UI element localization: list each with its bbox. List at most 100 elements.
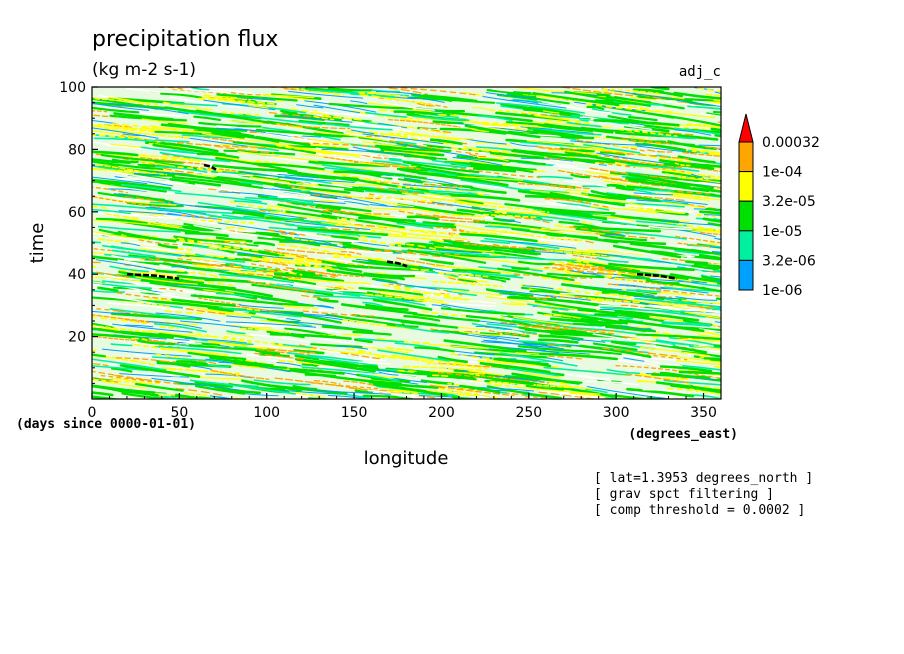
field-streak — [671, 298, 721, 305]
field-streak — [429, 138, 463, 146]
field-streak — [217, 172, 279, 178]
field-streak — [197, 97, 277, 105]
field-streak — [241, 379, 304, 391]
field-streak — [285, 223, 326, 229]
colorbar-segment — [738, 171, 754, 202]
field-streak — [402, 365, 486, 372]
field-streak — [108, 97, 151, 105]
field-streak — [176, 142, 269, 149]
field-streak — [249, 334, 310, 343]
field-streak — [189, 306, 250, 318]
field-streak — [664, 100, 696, 107]
field-streak — [596, 257, 629, 263]
field-streak — [671, 193, 721, 201]
field-streak — [457, 175, 523, 181]
field-streak — [354, 161, 405, 167]
field-streak — [288, 277, 371, 285]
field-streak — [675, 235, 721, 244]
field-streak — [345, 130, 406, 137]
field-streak — [232, 265, 303, 276]
field-streak — [148, 297, 227, 308]
y-tick-label: 60 — [68, 205, 86, 221]
field-streak — [212, 395, 236, 399]
field-streak — [577, 374, 597, 379]
field-streak — [92, 384, 156, 394]
field-streak — [447, 386, 535, 392]
field-streak — [119, 373, 190, 378]
field-streak — [365, 303, 409, 311]
field-streak — [626, 387, 695, 398]
field-streak — [674, 129, 712, 136]
field-streak — [517, 345, 594, 353]
field-streak — [438, 272, 490, 278]
field-streak — [395, 324, 450, 334]
colorbar-max-triangle — [738, 113, 754, 143]
field-streak — [580, 142, 604, 146]
field-streak — [135, 276, 198, 285]
field-streak — [354, 338, 373, 344]
field-streak — [386, 235, 441, 241]
field-streak — [248, 105, 269, 109]
field-streak — [715, 330, 721, 332]
field-streak — [432, 159, 471, 167]
field-streak — [442, 227, 466, 232]
field-streak — [524, 328, 580, 335]
field-streak — [564, 150, 655, 168]
field-streak — [392, 149, 445, 157]
field-streak — [321, 214, 405, 229]
field-streak — [452, 268, 501, 274]
field-streak — [234, 114, 322, 126]
field-streak — [529, 296, 550, 300]
field-streak — [458, 330, 504, 336]
field-streak — [604, 233, 626, 237]
field-streak — [138, 239, 180, 246]
field-streak — [536, 145, 578, 151]
field-streak — [717, 366, 721, 369]
field-streak — [92, 102, 149, 111]
field-streak — [209, 356, 274, 367]
field-streak — [333, 256, 387, 261]
field-streak — [481, 376, 534, 386]
field-streak — [691, 338, 721, 342]
field-streak — [95, 259, 156, 271]
field-streak — [407, 96, 445, 103]
field-streak — [534, 300, 597, 312]
field-streak — [322, 153, 361, 158]
field-streak — [453, 181, 505, 189]
field-streak — [195, 253, 246, 263]
field-streak — [107, 277, 195, 294]
field-streak — [226, 330, 246, 335]
field-streak — [709, 246, 721, 249]
field-streak — [153, 169, 217, 178]
field-streak — [599, 151, 626, 156]
field-streak — [511, 372, 581, 385]
field-streak — [693, 179, 721, 183]
field-streak — [604, 266, 689, 280]
field-streak — [330, 171, 391, 184]
field-streak — [711, 186, 721, 190]
field-streak — [677, 308, 721, 313]
field-streak — [422, 182, 444, 187]
field-streak — [475, 325, 513, 331]
field-streak — [223, 149, 296, 156]
field-streak — [162, 157, 201, 163]
field-streak — [274, 377, 361, 390]
field-streak — [96, 271, 130, 279]
field-streak — [267, 348, 316, 354]
field-streak — [588, 120, 607, 125]
field-streak — [533, 114, 570, 120]
field-streak — [197, 201, 261, 213]
field-streak — [697, 334, 721, 339]
field-streak — [109, 114, 188, 122]
field-streak — [229, 208, 307, 219]
field-streak — [104, 212, 140, 220]
field-streak — [486, 385, 563, 399]
field-streak — [498, 357, 549, 366]
field-streak — [592, 214, 634, 222]
field-streak — [659, 365, 713, 373]
field-streak — [667, 170, 721, 179]
field-streak — [121, 172, 160, 176]
field-streak — [307, 354, 364, 363]
field-streak — [496, 93, 538, 101]
field-streak — [267, 324, 341, 333]
